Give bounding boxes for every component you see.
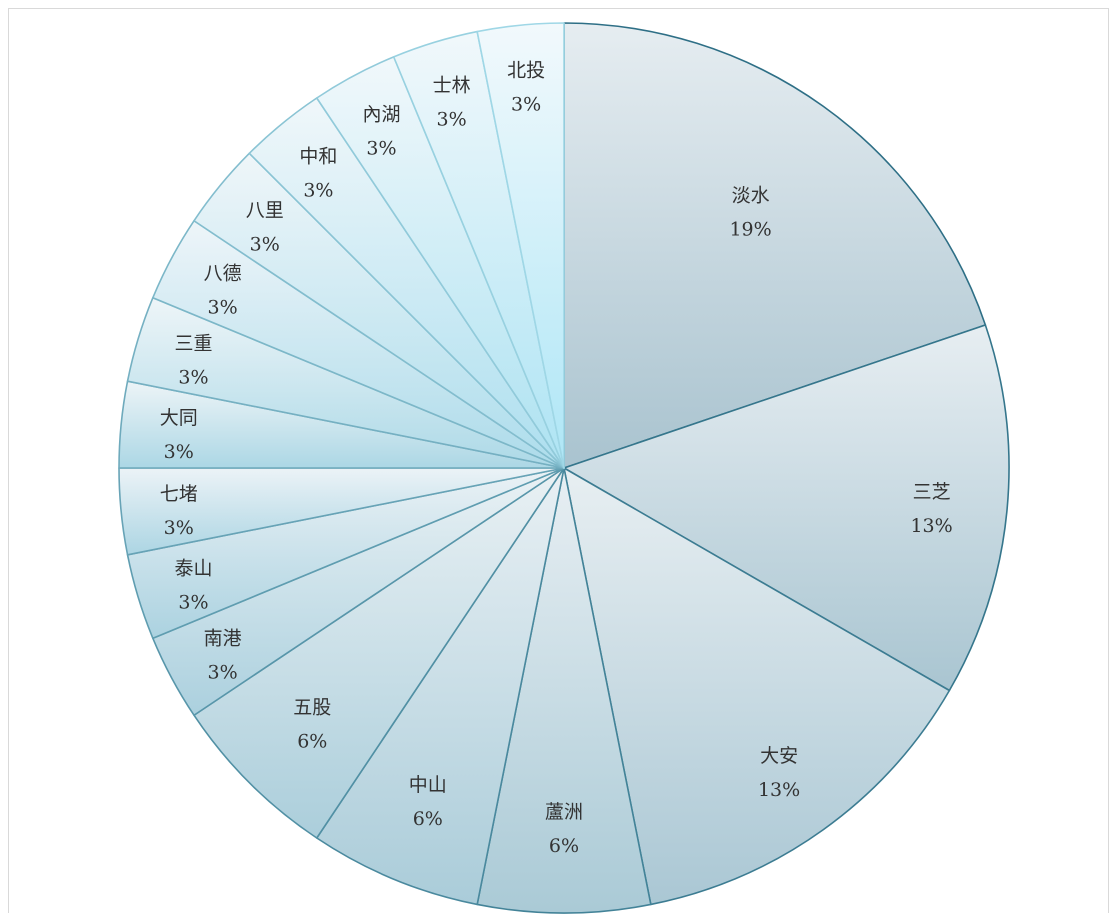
slice-name: 五股 (293, 697, 331, 719)
slice-name: 中山 (409, 774, 447, 796)
slice-percent: 3% (366, 138, 396, 160)
slice-label-9: 七堵 3% (160, 483, 198, 539)
slice-name: 八德 (204, 263, 242, 285)
pie-slice-1 (563, 22, 987, 469)
slice-name: 淡水 (732, 185, 770, 207)
slice-name: 大同 (160, 407, 198, 429)
pie-slice-3 (563, 467, 951, 906)
slice-name: 內湖 (362, 104, 400, 126)
slice-label-14: 中和 3% (299, 146, 337, 202)
slice-label-17: 北投 3% (507, 60, 545, 116)
slice-name: 泰山 (174, 557, 212, 579)
slice-name: 北投 (507, 60, 545, 82)
pie-slice-17 (476, 22, 565, 469)
chart-frame: 淡水 19% 三芝 13% 大安 13% 蘆洲 6% 中山 6% 五股 6% 南港 3% 泰山 3% 七堵 3% 大… (8, 8, 1109, 914)
slice-percent: 13% (758, 779, 800, 801)
slice-name: 南港 (204, 628, 242, 650)
slice-percent: 3% (178, 367, 208, 389)
slice-percent: 13% (910, 515, 952, 537)
slice-percent: 6% (413, 808, 443, 830)
slices-layer (118, 22, 1010, 914)
slice-label-15: 內湖 3% (362, 104, 400, 160)
slice-percent: 6% (549, 835, 579, 857)
slice-name: 八里 (246, 199, 284, 221)
slice-percent: 3% (178, 591, 208, 613)
slice-percent: 19% (729, 219, 771, 241)
slice-name: 三芝 (913, 481, 951, 503)
slice-label-4: 蘆洲 6% (545, 801, 583, 857)
slice-percent: 3% (511, 94, 541, 116)
slice-percent: 3% (437, 109, 467, 131)
labels-layer: 淡水 19%三芝 13%大安 13%蘆洲 6%中山 6%五股 6%南港 3%泰山 3%七堵 3%大… (160, 60, 953, 857)
slice-label-2: 三芝 13% (910, 481, 952, 537)
slice-name: 士林 (433, 75, 471, 97)
slice-label-1: 淡水 19% (729, 185, 771, 241)
slice-name: 七堵 (160, 483, 198, 505)
slice-label-6: 五股 6% (293, 697, 331, 753)
slice-label-3: 大安 13% (758, 745, 800, 801)
slice-label-5: 中山 6% (409, 774, 447, 830)
pie-chart: 淡水 19%三芝 13%大安 13%蘆洲 6%中山 6%五股 6%南港 3%泰山 3%七堵 3%大… (118, 22, 1010, 914)
slice-percent: 3% (208, 297, 238, 319)
slice-name: 中和 (299, 146, 337, 168)
slice-name: 大安 (760, 745, 798, 767)
slice-percent: 3% (208, 662, 238, 684)
slice-percent: 3% (303, 180, 333, 202)
slice-name: 蘆洲 (545, 801, 583, 823)
slice-label-12: 八德 3% (204, 263, 242, 319)
slice-label-16: 士林 3% (433, 75, 471, 131)
slice-percent: 3% (164, 517, 194, 539)
slice-label-10: 大同 3% (160, 407, 198, 463)
pie-slice-6 (193, 467, 565, 839)
slice-label-11: 三重 3% (174, 333, 212, 389)
slice-label-8: 泰山 3% (174, 557, 212, 613)
pie-slice-2 (563, 324, 1010, 692)
slice-name: 三重 (174, 333, 212, 355)
slice-label-13: 八里 3% (246, 199, 284, 255)
slice-percent: 3% (250, 233, 280, 255)
pie-slice-5 (315, 467, 565, 906)
slice-percent: 3% (164, 441, 194, 463)
slice-label-7: 南港 3% (204, 628, 242, 684)
slice-percent: 6% (297, 731, 327, 753)
